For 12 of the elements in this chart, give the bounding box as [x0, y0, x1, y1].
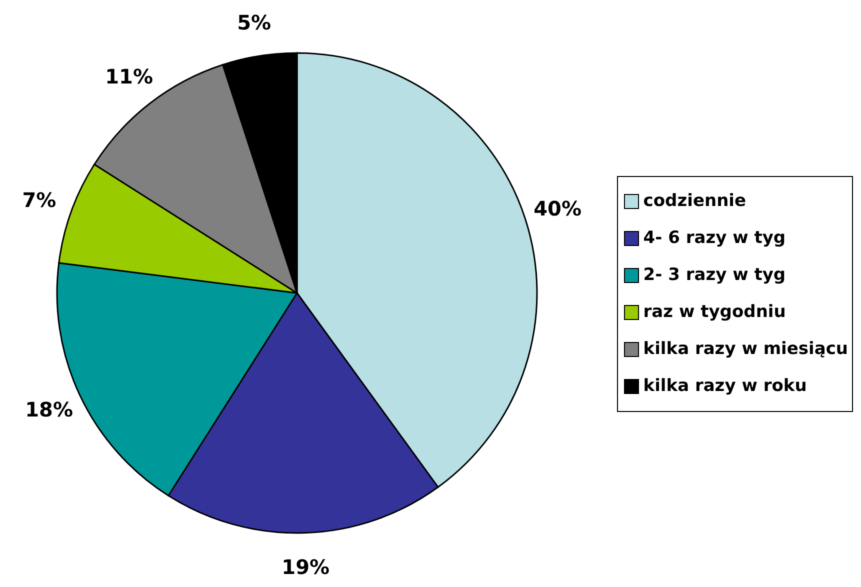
legend-label: 4- 6 razy w tyg	[643, 228, 786, 248]
legend-label: kilka razy w miesiącu	[643, 339, 848, 359]
data-label: 18%	[25, 398, 74, 422]
legend-label: raz w tygodniu	[643, 302, 786, 322]
legend-label: kilka razy w roku	[643, 376, 807, 396]
data-label: 19%	[282, 554, 330, 579]
data-label: 11%	[105, 64, 153, 88]
data-label: 40%	[534, 196, 582, 220]
data-label: 7%	[22, 188, 56, 212]
legend-label: codziennie	[643, 191, 746, 211]
legend-label: 2- 3 razy w tyg	[643, 265, 786, 285]
data-label: 5%	[237, 10, 272, 34]
